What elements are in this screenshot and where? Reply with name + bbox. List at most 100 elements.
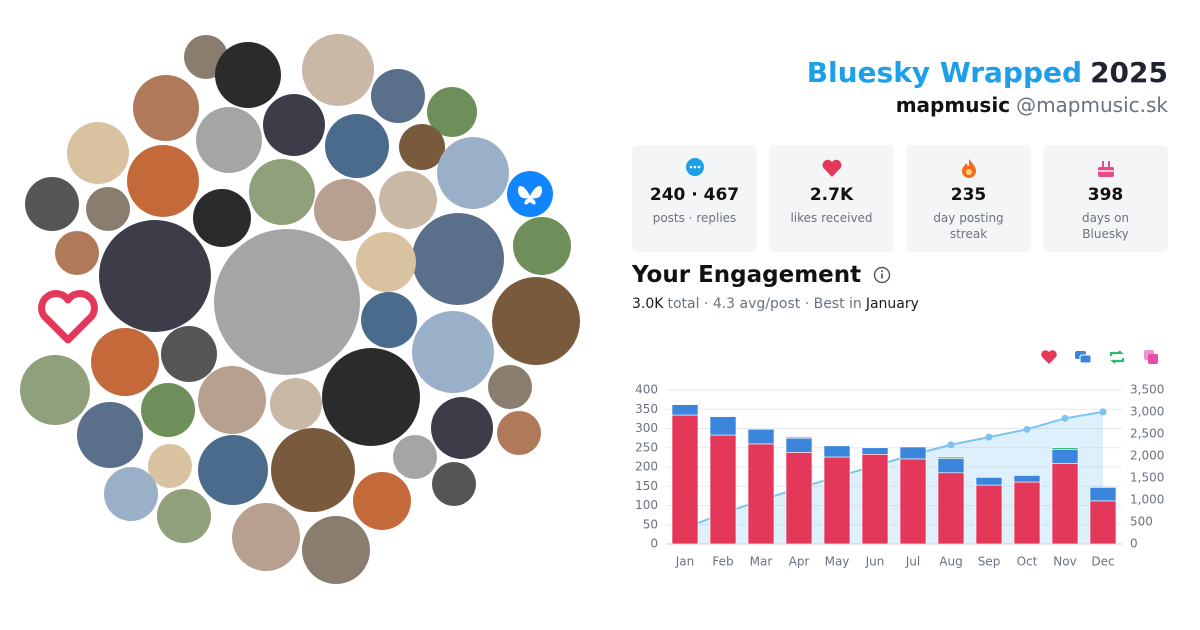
summary-text: total · 4.3 avg/post · Best in bbox=[667, 296, 862, 312]
avatar bbox=[431, 397, 493, 459]
x-tick-label: Jul bbox=[905, 555, 920, 569]
y-tick-label: 100 bbox=[635, 498, 658, 512]
bar-segment bbox=[861, 447, 889, 455]
legend-toggle[interactable] bbox=[1075, 351, 1092, 364]
x-tick-label: May bbox=[825, 555, 850, 569]
stat-label: day posting streak bbox=[933, 211, 1004, 241]
x-tick-label: Jan bbox=[675, 555, 695, 569]
avatar bbox=[232, 503, 300, 571]
posts-icon bbox=[685, 158, 704, 176]
avatar bbox=[99, 220, 211, 332]
avatar bbox=[249, 159, 315, 225]
stat-label: days on Bluesky bbox=[1081, 211, 1130, 241]
summary: 3.0K total · 4.3 avg/post · Best in Januar… bbox=[632, 296, 919, 312]
avatar bbox=[302, 34, 374, 106]
x-tick-label: Mar bbox=[750, 555, 773, 569]
bar-segment bbox=[1089, 487, 1117, 502]
x-tick-label: Oct bbox=[1017, 555, 1038, 569]
stat-label: posts · replies bbox=[652, 211, 737, 225]
avatar bbox=[393, 435, 437, 479]
avatar bbox=[488, 365, 532, 409]
avatar bbox=[412, 213, 504, 305]
x-tick-label: Nov bbox=[1053, 555, 1076, 569]
bar-segment bbox=[1051, 447, 1079, 450]
avatar bbox=[356, 232, 416, 292]
cake-icon bbox=[1097, 161, 1114, 177]
y-tick-label: 200 bbox=[635, 460, 658, 474]
handle: @mapmusic.sk bbox=[1016, 93, 1168, 117]
stat-label: likes received bbox=[790, 211, 873, 225]
y2-tick-label: 3,500 bbox=[1130, 383, 1164, 397]
bar-segment bbox=[709, 416, 737, 436]
stat-value: 398 bbox=[1087, 185, 1124, 205]
y-tick-label: 300 bbox=[635, 421, 658, 435]
legend-toggle[interactable] bbox=[1041, 350, 1057, 364]
bar-segment bbox=[937, 472, 965, 545]
y2-tick-label: 0 bbox=[1130, 537, 1138, 551]
avatar bbox=[325, 114, 389, 178]
bar-segment bbox=[671, 404, 699, 416]
display-name: mapmusic bbox=[895, 93, 1011, 117]
avatar bbox=[412, 311, 494, 393]
avatar bbox=[67, 122, 129, 184]
y-tick-label: 0 bbox=[650, 537, 658, 551]
likes-icon bbox=[822, 159, 841, 177]
bar-segment bbox=[937, 456, 965, 459]
bar-segment bbox=[1013, 481, 1041, 545]
section-heading: Your Engagement bbox=[632, 262, 919, 288]
x-tick-label: Jun bbox=[865, 555, 885, 569]
avatar bbox=[86, 187, 130, 231]
bar-segment bbox=[1051, 448, 1079, 464]
legend-toggle[interactable] bbox=[1144, 350, 1158, 364]
bar-segment bbox=[823, 456, 851, 545]
info-icon[interactable] bbox=[873, 266, 891, 284]
avatar bbox=[314, 179, 376, 241]
header: Bluesky Wrapped 2025 mapmusic @mapmusic.sk bbox=[807, 56, 1168, 117]
profile: mapmusic @mapmusic.sk bbox=[807, 93, 1168, 117]
avatar bbox=[104, 467, 158, 521]
bluesky-badge bbox=[507, 171, 553, 217]
avatar bbox=[25, 177, 79, 231]
summary-total: 3.0K bbox=[632, 296, 664, 312]
y-tick-label: 350 bbox=[635, 402, 658, 416]
avatar bbox=[91, 328, 159, 396]
y2-tick-label: 1,000 bbox=[1130, 493, 1164, 507]
avatar bbox=[141, 383, 195, 437]
y2-tick-label: 1,500 bbox=[1130, 471, 1164, 485]
bar-segment bbox=[899, 446, 927, 460]
bar-segment bbox=[861, 453, 889, 545]
brand: Bluesky Wrapped bbox=[806, 56, 1083, 89]
avatar bbox=[198, 366, 266, 434]
line-point bbox=[1099, 408, 1107, 416]
line-point bbox=[1061, 414, 1069, 422]
title: Bluesky Wrapped 2025 bbox=[807, 56, 1168, 89]
avatar bbox=[20, 355, 90, 425]
avatar bbox=[157, 489, 211, 543]
engagement-chart: 0 50 100 150 200 250 300 350 400 0 500 1,000 1,500 2,… bbox=[635, 350, 1164, 569]
avatar bbox=[215, 42, 281, 108]
bar-segment bbox=[747, 428, 775, 445]
stat-value: 235 bbox=[950, 185, 987, 205]
avatar bbox=[322, 348, 420, 446]
y2-tick-label: 3,000 bbox=[1130, 405, 1164, 419]
x-tick-label: Aug bbox=[939, 555, 962, 569]
stat-card: 240 · 467 posts · replies bbox=[632, 145, 757, 252]
avatar bbox=[270, 378, 322, 430]
avatar bbox=[148, 444, 192, 488]
avatar bbox=[161, 326, 217, 382]
avatar bbox=[432, 462, 476, 506]
x-tick-label: Sep bbox=[978, 555, 1001, 569]
avatar bbox=[353, 472, 411, 530]
bar-segment bbox=[899, 458, 927, 545]
y-tick-label: 50 bbox=[643, 517, 658, 531]
stat-value: 240 · 467 bbox=[649, 185, 740, 205]
avatar bbox=[361, 292, 417, 348]
avatar bbox=[55, 231, 99, 275]
legend-toggle[interactable] bbox=[1109, 350, 1125, 364]
avatar bbox=[198, 435, 268, 505]
bar-segment bbox=[975, 477, 1003, 486]
avatar bbox=[427, 87, 477, 137]
line-point bbox=[947, 441, 955, 449]
avatar bbox=[492, 277, 580, 365]
